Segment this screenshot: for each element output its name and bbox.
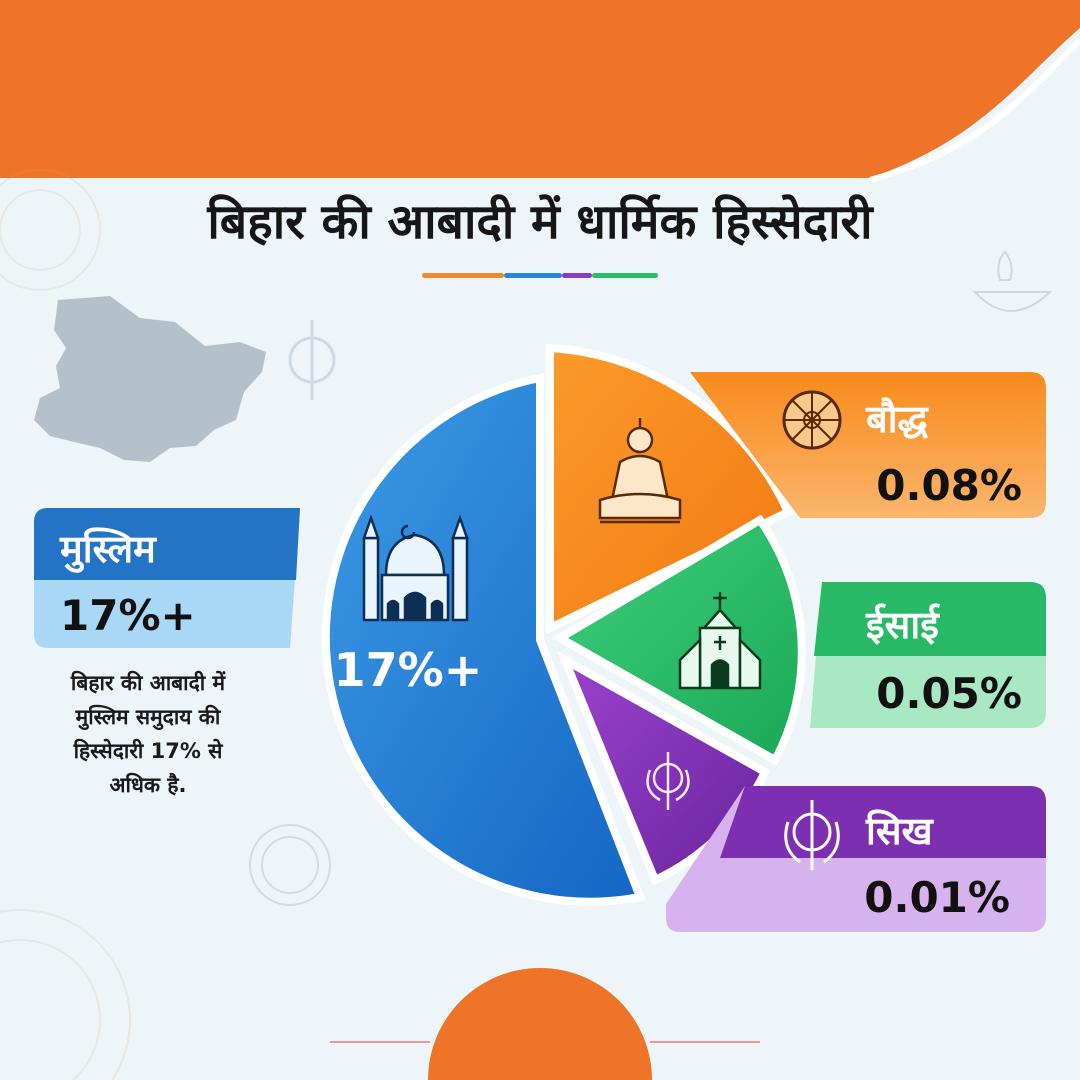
description-line: मुस्लिम समुदाय की [75, 704, 222, 731]
muslim-description: बिहार की आबादी में मुस्लिम समुदाय की हिस… [70, 670, 227, 797]
sikh-label: सिख [865, 809, 935, 853]
christian-label: ईसाई [865, 603, 941, 647]
dharma-wheel-spokes [784, 392, 840, 448]
description-line: बिहार की आबादी में [70, 670, 227, 695]
decorative-arcs [249, 824, 331, 906]
mosque-icon [362, 514, 469, 622]
buddhist-value: 0.08% [876, 461, 1022, 510]
pie-slice-buddhist [546, 343, 794, 635]
diya-icon [972, 250, 1053, 312]
description-line: अधिक है. [110, 772, 187, 797]
top-swoosh-line [869, 37, 1080, 183]
buddha-icon [598, 418, 682, 524]
christian-value: 0.05% [876, 669, 1022, 718]
sikh-label-header-bg [720, 786, 1046, 858]
decorative-mandala-left [0, 169, 131, 1080]
description-line: हिस्सेदारी 17% से [73, 738, 224, 763]
muslim-label: मुस्लिम [59, 527, 157, 573]
sikh-value: 0.01% [864, 873, 1010, 922]
faint-khanda-icon [288, 320, 336, 400]
buddhist-label-bg [690, 372, 1046, 518]
title-underline [422, 273, 658, 278]
pie-center-value: 17%+ [334, 643, 483, 697]
pie-slice-muslim [321, 373, 646, 906]
khanda-slice-icon [646, 752, 690, 810]
khanda-icon [784, 800, 840, 870]
muslim-label-header-bg [34, 508, 300, 580]
title-text: बिहार की आबादी में धार्मिक हिस्सेदारी [206, 194, 874, 250]
pie-slice-christian [552, 514, 806, 766]
church-icon [678, 592, 762, 690]
top-orange-band [0, 0, 1080, 178]
christian-label-header-bg [814, 582, 1046, 656]
buddhist-label: बौद्ध [865, 397, 930, 441]
bottom-orange-semicircle [428, 968, 652, 1080]
muslim-value: 17%+ [60, 591, 196, 640]
bihar-map [34, 296, 266, 462]
